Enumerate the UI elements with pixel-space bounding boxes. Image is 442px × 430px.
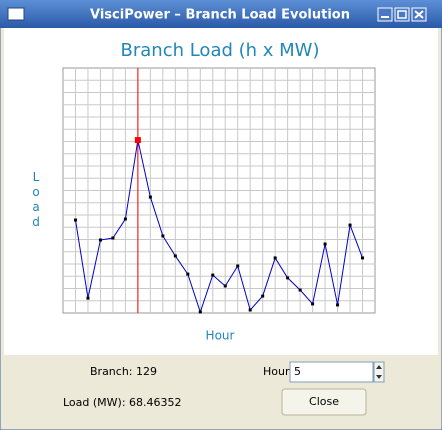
spinner-arrows <box>376 365 382 379</box>
window-buttons[interactable] <box>377 7 427 22</box>
y-axis-label-box: Load <box>32 170 40 229</box>
point <box>273 256 277 260</box>
point <box>286 276 290 280</box>
hour-input[interactable] <box>289 361 374 383</box>
point <box>348 223 352 227</box>
window-icon <box>7 7 25 21</box>
point <box>361 256 365 260</box>
load-line <box>74 139 363 314</box>
branch-text: Branch: 129 <box>90 365 157 378</box>
close-label: Close <box>309 395 339 408</box>
x-axis-label: Hour <box>206 329 235 343</box>
close-button[interactable] <box>281 388 367 416</box>
point <box>148 195 152 199</box>
point <box>86 296 90 300</box>
point <box>111 236 115 240</box>
y-axis-label: Load <box>32 170 40 229</box>
point <box>123 217 127 221</box>
hour-label: Hour <box>263 365 290 378</box>
point <box>261 294 265 298</box>
point <box>211 273 215 277</box>
hour-value: 5 <box>294 365 301 378</box>
point <box>173 254 177 258</box>
chart-title: Branch Load (h x MW) <box>121 40 320 61</box>
selected-point <box>134 137 141 144</box>
point <box>236 264 240 268</box>
hour-spinner[interactable] <box>373 361 385 383</box>
point <box>186 272 190 276</box>
point <box>98 238 102 242</box>
point <box>198 310 202 314</box>
point <box>161 234 165 238</box>
plot <box>62 67 376 314</box>
load-text: Load (MW): 68.46352 <box>63 396 182 409</box>
point <box>248 308 252 312</box>
point <box>298 288 302 292</box>
point <box>311 302 315 306</box>
window-title: VisciPower – Branch Load Evolution <box>90 8 350 23</box>
point <box>73 218 77 222</box>
point <box>223 284 227 288</box>
title-bar <box>0 0 442 28</box>
point <box>336 303 340 307</box>
point <box>323 242 327 246</box>
